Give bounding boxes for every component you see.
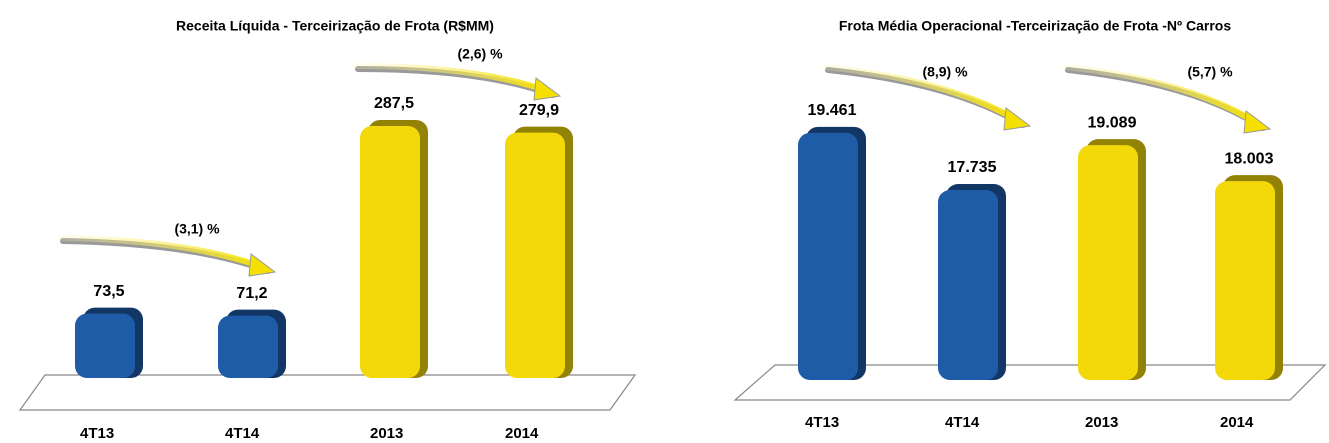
annotation: (8,9) % (922, 64, 968, 80)
chart-title: Frota Média Operacional -Terceirização d… (839, 18, 1232, 34)
x-tick-label: 4T14 (945, 414, 980, 431)
chart-title: Receita Líquida - Terceirização de Frota… (176, 18, 494, 34)
bar-front (1215, 181, 1275, 380)
bar (1215, 175, 1283, 380)
arrow (822, 64, 1023, 125)
x-tick-label: 4T13 (805, 414, 839, 431)
bar (75, 307, 143, 378)
x-tick-label: 2013 (370, 425, 403, 442)
arrow (57, 235, 268, 271)
value-label: 18.003 (1225, 150, 1274, 167)
floor (18, 374, 637, 411)
x-tick-label: 4T13 (80, 425, 114, 442)
arrow-head (248, 253, 277, 277)
bar (938, 184, 1006, 380)
value-label: 287,5 (374, 95, 414, 112)
bar-front (218, 315, 278, 378)
bar (505, 126, 573, 378)
bar-front (75, 313, 135, 378)
bar (218, 309, 286, 378)
bar (1078, 139, 1146, 380)
arrow-head (1003, 107, 1032, 131)
x-tick-label: 2014 (1220, 414, 1254, 431)
arrow (352, 63, 553, 95)
value-label: 17.735 (948, 159, 997, 176)
x-tick-label: 2013 (1085, 414, 1118, 431)
arrow (1062, 64, 1263, 128)
bar-front (798, 132, 858, 380)
arrow-head (1243, 110, 1272, 134)
value-label: 279,9 (519, 102, 559, 119)
x-tick-label: 2014 (505, 425, 539, 442)
annotation: (3,1) % (174, 221, 220, 237)
value-label: 19.461 (808, 102, 857, 119)
bar-front (505, 132, 565, 378)
annotation: (5,7) % (1187, 64, 1233, 80)
bar-front (1078, 145, 1138, 380)
annotation: (2,6) % (457, 46, 503, 62)
bar (360, 119, 428, 378)
bar-front (360, 125, 420, 378)
bar (798, 126, 866, 381)
x-tick-label: 4T14 (225, 425, 260, 442)
value-label: 71,2 (236, 285, 267, 302)
arrow-head (533, 77, 562, 101)
value-label: 19.089 (1088, 114, 1137, 131)
value-label: 73,5 (93, 283, 124, 300)
bar-front (938, 190, 998, 380)
